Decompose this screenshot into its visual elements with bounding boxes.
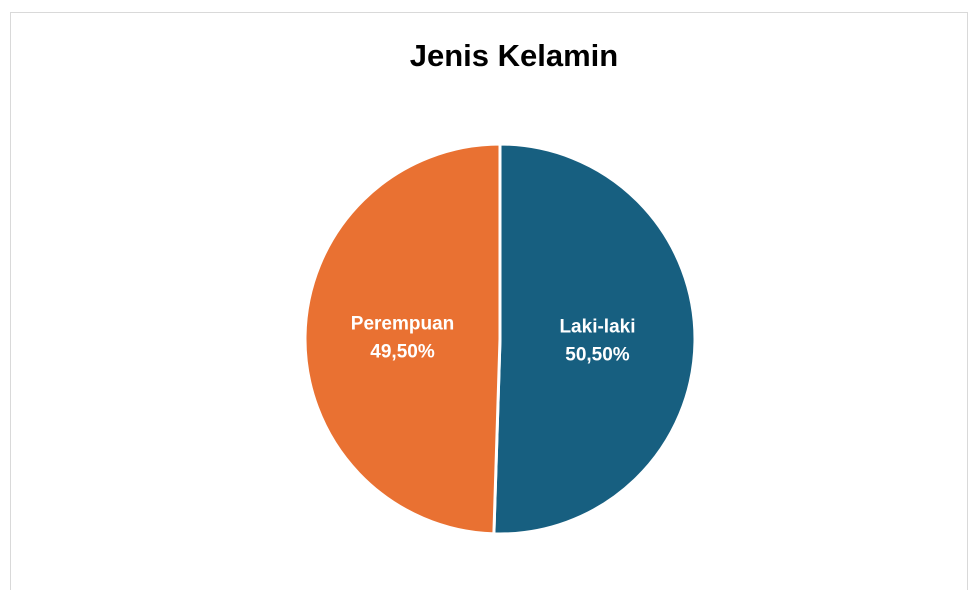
pie-slice [303,142,502,536]
slice-value-label: 50,50% [565,345,630,366]
pie-slice [492,142,697,536]
chart-title: Jenis Kelamin [410,38,618,73]
slice-value-label: 49,50% [370,341,435,362]
slice-label: Laki-laki [559,317,635,338]
slice-label: Perempuan [351,313,454,334]
